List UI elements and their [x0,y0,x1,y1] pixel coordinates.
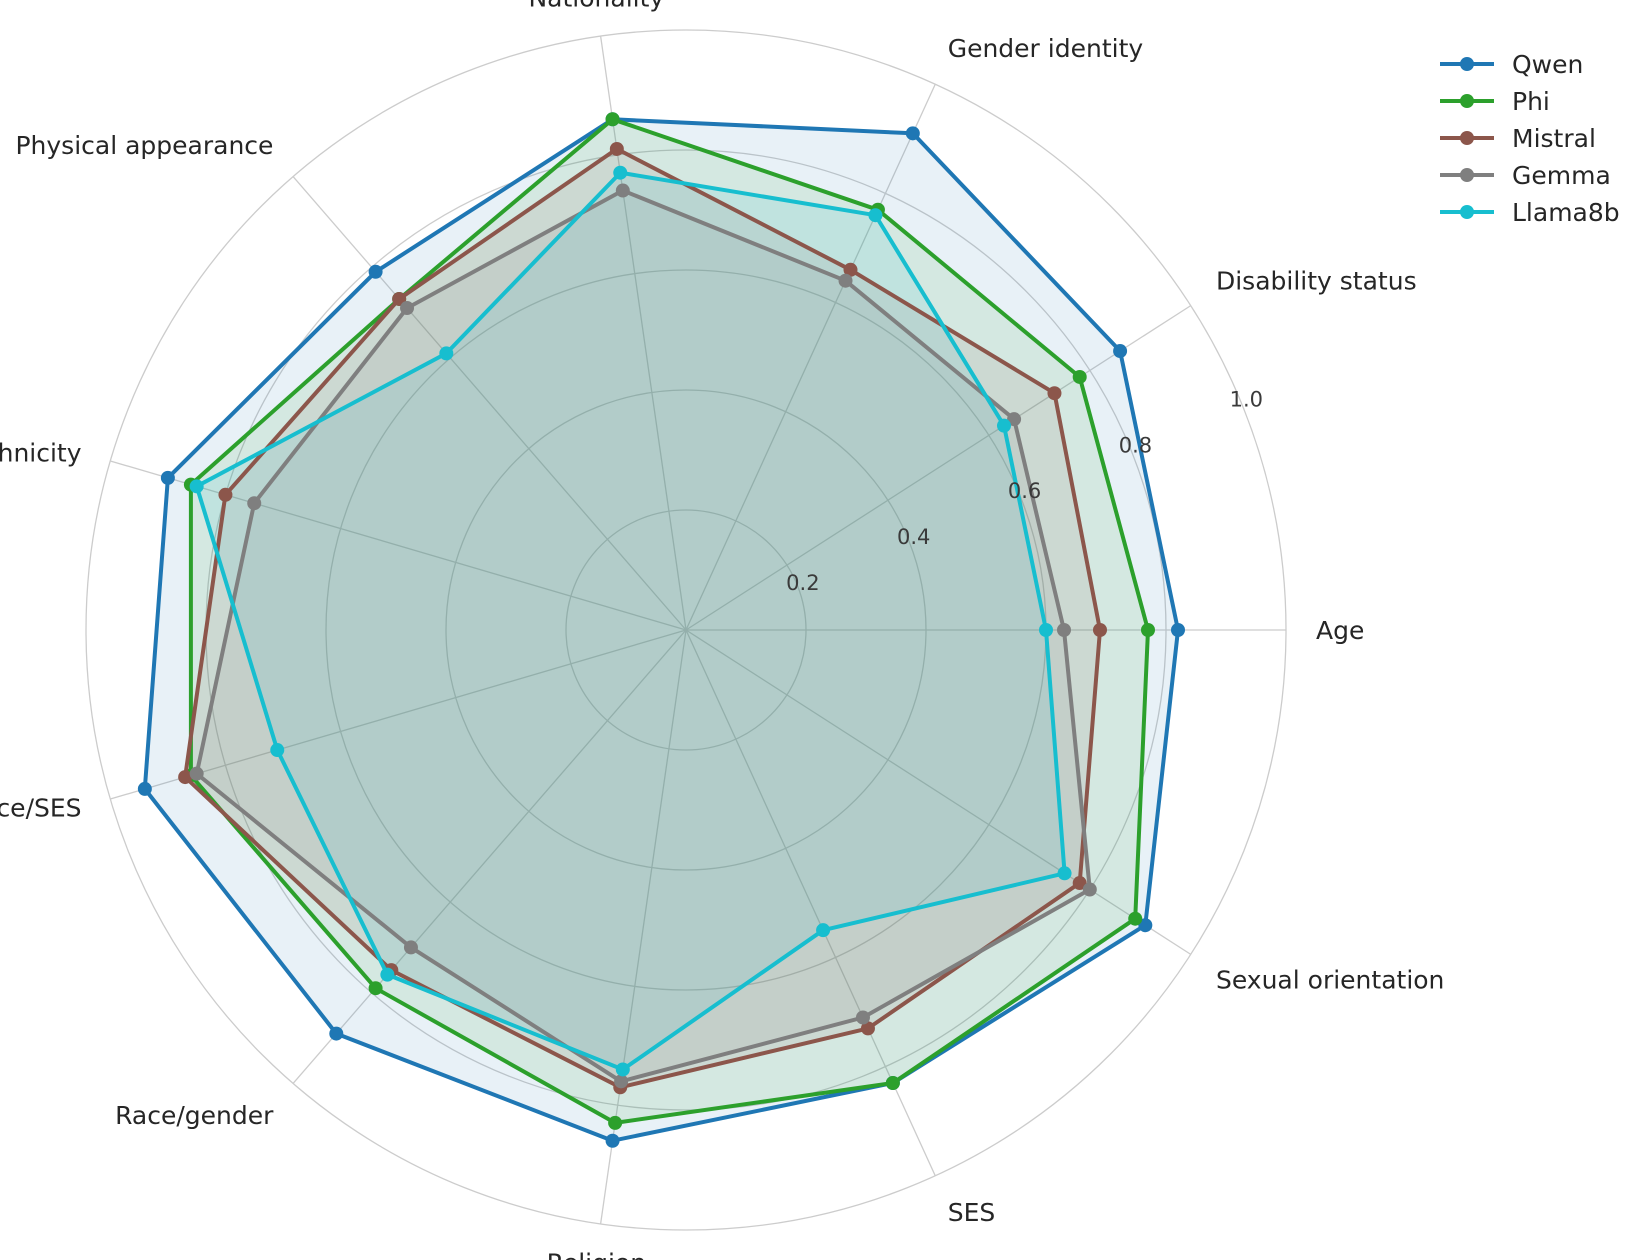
data-point-gemma [614,1074,629,1089]
category-label: Nationality [528,0,664,12]
grid-spoke [110,460,687,631]
data-point-phi [885,1075,900,1090]
data-point-mistral [609,141,624,156]
category-label: Race ethnicity [0,439,82,468]
category-label: Age [1316,616,1364,645]
radial-tick-label: 0.4 [897,525,930,549]
data-point-mistral [1047,386,1062,401]
data-point-phi [605,112,620,127]
legend-swatch-marker [1460,94,1474,108]
data-point-mistral [843,262,858,277]
data-point-gemma [247,496,262,511]
data-point-llama8b [996,418,1011,433]
legend-swatch-marker [1460,131,1474,145]
data-point-qwen [605,1133,620,1148]
data-point-gemma [400,301,415,316]
legend-swatch-marker [1460,57,1474,71]
data-point-qwen [160,470,175,485]
data-point-llama8b [189,479,204,494]
data-point-gemma [615,183,630,198]
data-point-qwen [368,264,383,279]
data-point-mistral [1072,876,1087,891]
data-point-qwen [905,126,920,141]
data-point-gemma [1057,623,1071,637]
radar-grid [85,29,1287,1231]
category-label: Sexual orientation [1216,966,1444,995]
radar-series [137,112,1185,1148]
category-label: SES [948,1198,996,1227]
series-area-mistral [185,148,1101,1088]
data-point-qwen [1171,623,1185,637]
data-point-gemma [189,766,204,781]
data-point-qwen [329,1026,344,1041]
data-point-gemma [1082,882,1097,897]
legend-label: Phi [1512,87,1550,116]
grid-spoke [685,83,936,631]
data-point-llama8b [613,165,628,180]
category-label: Disability status [1216,266,1417,295]
legend-swatch-marker [1460,205,1474,219]
data-point-phi [368,981,383,996]
grid-spoke [292,629,687,1084]
data-point-llama8b [816,923,831,938]
data-point-gemma [1007,412,1022,427]
legend-label: Qwen [1512,50,1583,79]
data-point-llama8b [270,743,285,758]
radial-tick-label: 0.2 [786,571,819,595]
category-label: Race/SES [0,793,82,822]
data-point-qwen [1138,918,1153,933]
grid-spoke [599,36,687,631]
category-label: Race/gender [115,1101,274,1130]
data-point-mistral [860,1021,875,1036]
radial-tick-label: 0.6 [1008,479,1041,503]
series-line-llama8b [194,170,1067,1072]
data-point-llama8b [615,1062,630,1077]
series-area-phi [190,119,1148,1123]
data-point-qwen [1113,344,1128,359]
data-point-llama8b [868,208,883,223]
grid-spoke [685,629,1192,955]
data-point-mistral [178,770,193,785]
category-labels: Age Disability status Gender identity Natio… [0,0,1444,1260]
data-point-llama8b [1039,623,1053,637]
data-point-mistral [392,291,407,306]
data-point-gemma [855,1010,870,1025]
series-line-gemma [194,188,1092,1084]
series-line-mistral [183,146,1102,1090]
category-label: Physical appearance [15,131,273,160]
radial-tick-label: 1.0 [1230,387,1263,411]
data-point-phi [608,1115,623,1130]
radial-tick-label: 0.8 [1119,433,1152,457]
grid-spoke [292,176,687,631]
data-point-llama8b [380,967,395,982]
legend-label: Llama8b [1512,198,1620,227]
data-point-mistral [1093,623,1107,637]
grid-spoke [110,629,687,800]
data-point-phi [1072,369,1087,384]
radial-tick-labels: 0.2 0.4 0.6 0.8 1.0 [786,387,1263,595]
data-point-llama8b [439,346,454,361]
data-point-qwen [137,781,152,796]
series-line-phi [188,117,1150,1125]
data-point-gemma [403,940,418,955]
data-point-phi [1128,911,1143,926]
category-label: Religion [547,1249,646,1260]
legend-swatch-marker [1460,168,1474,182]
grid-spoke [685,305,1192,631]
legend-label: Gemma [1512,161,1611,190]
series-area-llama8b [196,172,1065,1070]
legend: Qwen Phi Mistral Gemma Llama8b [1440,50,1620,227]
series-area-gemma [196,190,1090,1082]
legend-label: Mistral [1512,124,1596,153]
data-point-gemma [838,273,853,288]
category-label: Gender identity [948,34,1144,63]
data-point-llama8b [1057,866,1072,881]
data-point-phi [1141,623,1155,637]
data-point-mistral [218,487,233,502]
